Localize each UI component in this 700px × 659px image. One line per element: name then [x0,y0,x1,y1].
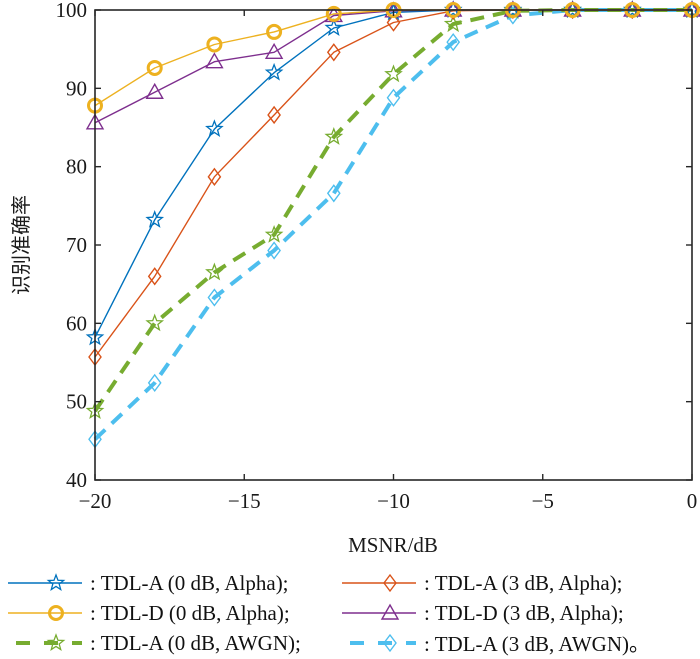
y-tick-label: 80 [66,155,87,179]
data-point [446,32,461,52]
legend-item-tdl-a-3db-alpha: : TDL-A (3 dB, Alpha); [336,571,700,596]
data-point [267,241,281,260]
y-axis-label: 识别准确率 [9,195,33,295]
legend-marker [380,603,400,620]
legend-marker [46,573,66,591]
series-0 [85,0,700,346]
data-point [326,43,341,62]
data-point [206,36,223,53]
y-tick-label: 70 [66,233,87,257]
x-tick-label: 0 [687,489,698,513]
data-point [386,13,401,32]
series-1 [88,0,699,367]
legend-label: : TDL-A (3 dB, Alpha); [424,570,623,595]
legend-item-tdl-a-0db-alpha: : TDL-A (0 dB, Alpha); [0,571,336,596]
series-line [93,8,692,413]
x-tick-label: −10 [377,489,410,513]
data-point [145,313,165,332]
legend-item-tdl-a-3db-awgn: : TDL-A (3 dB, AWGN)。 [336,628,700,658]
data-point [207,288,222,307]
data-point [325,5,342,22]
data-point [386,88,401,107]
legend-item-tdl-a-0db-awgn: : TDL-A (0 dB, AWGN); [0,631,336,656]
series-line [94,9,692,107]
legend-swatch-circle-icon [8,605,82,621]
series-2 [87,2,700,114]
data-point [264,42,284,59]
y-tick-label: 100 [56,0,88,22]
data-point [205,119,224,137]
y-tick-label: 40 [66,468,87,492]
tick-labels: −20 −15 −10 −5 0 40 50 60 70 80 90 100 [56,0,698,513]
legend-row: : TDL-A (0 dB, Alpha); : TDL-A (3 dB, Al… [0,568,700,598]
axes [94,9,693,481]
series-line [93,8,692,441]
data-point [384,64,403,83]
legend-label: : TDL-D (3 dB, Alpha); [424,600,624,625]
legend-label: : TDL-D (0 dB, Alpha); [90,600,290,625]
data-point [264,224,284,243]
legend-marker [48,605,64,621]
series-layer [85,0,700,449]
series-5 [88,0,699,449]
data-point [146,59,163,76]
y-tick-label: 50 [66,390,87,414]
series-line [94,9,692,358]
data-point [147,373,162,393]
legend-item-tdl-d-0db-alpha: : TDL-D (0 dB, Alpha); [0,601,336,626]
series-4 [85,0,700,419]
y-tick-label: 90 [66,76,87,100]
data-point [264,62,284,81]
legend-swatch-triangle-icon [342,603,416,620]
legend-marker [383,573,397,593]
legend-label: : TDL-A (0 dB, Alpha); [90,570,289,595]
data-point [205,52,224,69]
legend-item-tdl-d-3db-alpha: : TDL-D (3 dB, Alpha); [336,601,700,626]
legend-swatch-diamond-icon [350,633,416,653]
x-tick-label: −20 [79,489,112,513]
legend-row: : TDL-D (0 dB, Alpha); : TDL-D (3 dB, Al… [0,598,700,628]
legend-swatch-star-icon [16,633,82,651]
series-line [94,9,692,338]
x-axis-label: MSNR/dB [348,533,438,557]
y-tick-label: 60 [66,311,87,335]
legend-swatch-diamond-icon [342,573,416,593]
data-point [324,18,344,36]
data-point [147,267,162,286]
chart: −20 −15 −10 −5 0 40 50 60 70 80 90 100 MSNR/dB 识别准确… [9,0,700,557]
plot-frame [94,9,693,481]
legend: : TDL-A (0 dB, Alpha); : TDL-A (3 dB, Al… [0,568,700,658]
data-point [443,14,463,33]
legend-swatch-star-icon [8,573,82,591]
legend-marker [46,633,66,651]
x-tick-label: −15 [228,489,261,513]
legend-label: : TDL-A (3 dB, AWGN)。 [424,632,650,656]
legend-row: : TDL-A (0 dB, AWGN); : TDL-A (3 dB, AWG… [0,628,700,658]
legend-label: : TDL-A (0 dB, AWGN); [90,630,301,655]
data-point [207,167,222,187]
data-point [267,105,281,125]
data-point [145,210,165,228]
data-point [326,184,341,203]
data-point [145,82,164,99]
data-point [266,23,283,40]
data-point [205,262,224,281]
x-tick-label: −5 [532,489,554,513]
data-point [324,127,344,145]
legend-marker [383,633,397,653]
